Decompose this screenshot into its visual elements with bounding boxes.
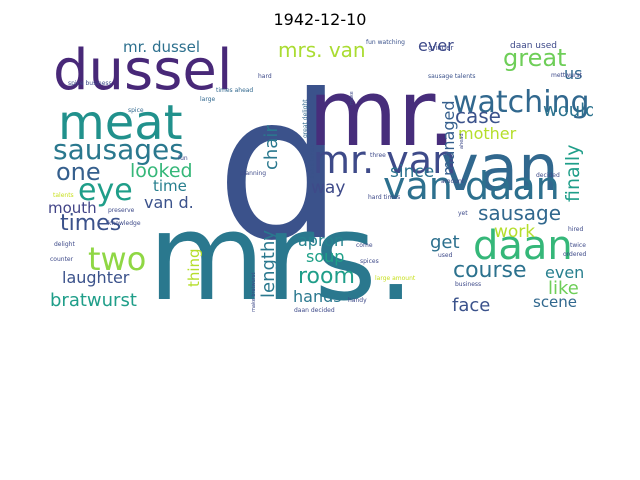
word-dussel: dussel bbox=[53, 38, 232, 103]
word-fun: fun bbox=[178, 155, 188, 162]
word-case: case bbox=[455, 104, 501, 128]
word-thing: thing bbox=[185, 248, 203, 287]
word-mrs-van: mrs. van bbox=[278, 38, 366, 62]
word-decided: decided bbox=[536, 172, 560, 179]
word-sausages: sausages bbox=[53, 133, 184, 166]
word-daan: daan bbox=[473, 223, 573, 269]
word-times: times bbox=[60, 211, 121, 236]
word-work: work bbox=[494, 222, 535, 242]
word-two: two bbox=[88, 240, 146, 278]
word-way: way bbox=[311, 178, 345, 198]
word-eye: eye bbox=[78, 173, 133, 208]
word-fun-watching: fun watching bbox=[366, 39, 405, 46]
word-mother: mother bbox=[458, 124, 517, 143]
word-face: face bbox=[452, 295, 490, 313]
word-sausage-talents: sausage talents bbox=[428, 73, 475, 80]
word-hands: hands bbox=[293, 287, 342, 306]
word-watching: watching bbox=[453, 85, 590, 120]
word-van-daan: van daan bbox=[383, 164, 560, 208]
word-make-bratwurst: make bratwurst bbox=[251, 273, 257, 312]
word-mrs: mrs. bbox=[148, 189, 415, 313]
word-counter: counter bbox=[50, 256, 74, 263]
word-mouth: mouth bbox=[48, 199, 97, 217]
word-van-d: van d. bbox=[144, 193, 194, 212]
word-finally: finally bbox=[562, 145, 584, 202]
word-would: would bbox=[543, 100, 593, 121]
word-great-delight: great delight bbox=[302, 99, 309, 138]
word-soup: soup bbox=[306, 247, 344, 266]
word-sausage: sausage bbox=[478, 201, 561, 225]
word-twice: twice bbox=[570, 242, 586, 249]
word-mettwurst: mettwurst bbox=[551, 72, 583, 79]
word-great: great bbox=[503, 44, 566, 72]
word-scene: scene bbox=[533, 293, 577, 311]
word-planning: planning bbox=[240, 170, 266, 177]
word-us: us bbox=[564, 64, 582, 83]
word-ordered: ordered bbox=[563, 251, 587, 258]
word-large: large bbox=[200, 96, 216, 103]
word-spice: spice bbox=[128, 107, 144, 114]
word-meat: meat bbox=[58, 95, 183, 151]
word-handy: handy bbox=[348, 297, 367, 304]
word-large-amount: large amount bbox=[375, 275, 416, 282]
word-grinder: grinder bbox=[428, 44, 453, 52]
word-yet: yet bbox=[458, 210, 468, 217]
word-time: time bbox=[153, 177, 187, 195]
word-course: course bbox=[453, 258, 527, 283]
word-even: even bbox=[545, 263, 584, 282]
word-hard-times: hard times bbox=[368, 194, 400, 201]
word-business: business bbox=[455, 281, 481, 288]
word-hard: hard bbox=[258, 73, 272, 80]
word-preserve: preserve bbox=[108, 207, 135, 214]
word-come: come bbox=[356, 242, 373, 249]
figure-title: 1942-12-10 bbox=[273, 10, 367, 29]
word-van: van bbox=[441, 132, 559, 206]
word-amount: amount bbox=[441, 178, 465, 185]
word-delight: delight bbox=[54, 241, 75, 248]
word-laughter: laughter bbox=[62, 268, 130, 287]
word-talents: talents bbox=[53, 192, 74, 199]
word-bratwurst: bratwurst bbox=[50, 290, 137, 311]
word-ahead: ahead bbox=[459, 133, 465, 149]
word-managed: managed bbox=[439, 101, 458, 177]
word-mr-dussel: mr. dussel bbox=[123, 38, 200, 56]
word-mr-van: mr. van bbox=[313, 138, 456, 182]
word-spices: spices bbox=[360, 258, 379, 265]
word-used: used bbox=[438, 252, 453, 259]
word-one: one bbox=[56, 158, 101, 186]
word-knowledge: knowledge bbox=[108, 220, 141, 227]
word-make: make bbox=[349, 91, 355, 105]
word-d: d bbox=[216, 52, 343, 285]
word-daan-used: daan used bbox=[510, 41, 557, 51]
word-looked: looked bbox=[130, 160, 193, 182]
word-since: since bbox=[390, 162, 434, 182]
word-mr: mr. bbox=[308, 60, 456, 167]
word-hired: hired bbox=[568, 226, 583, 233]
word-get: get bbox=[430, 232, 460, 253]
word-lengthy: lengthy bbox=[258, 230, 279, 298]
word-apron: apron bbox=[298, 231, 344, 250]
word-like: like bbox=[548, 278, 579, 299]
word-cloud: d mr. mrs. dussel meat van mr. van van daan saus… bbox=[48, 37, 593, 313]
word-spice-business: spice business bbox=[68, 80, 112, 87]
word-three: three bbox=[370, 152, 386, 159]
word-three-times: three times bbox=[309, 145, 316, 179]
word-chair: chair bbox=[261, 125, 282, 170]
word-daan-decided: daan decided bbox=[294, 307, 335, 313]
word-times-ahead: times ahead bbox=[216, 87, 253, 94]
word-room: room bbox=[298, 264, 355, 289]
word-ever: ever bbox=[418, 37, 454, 55]
